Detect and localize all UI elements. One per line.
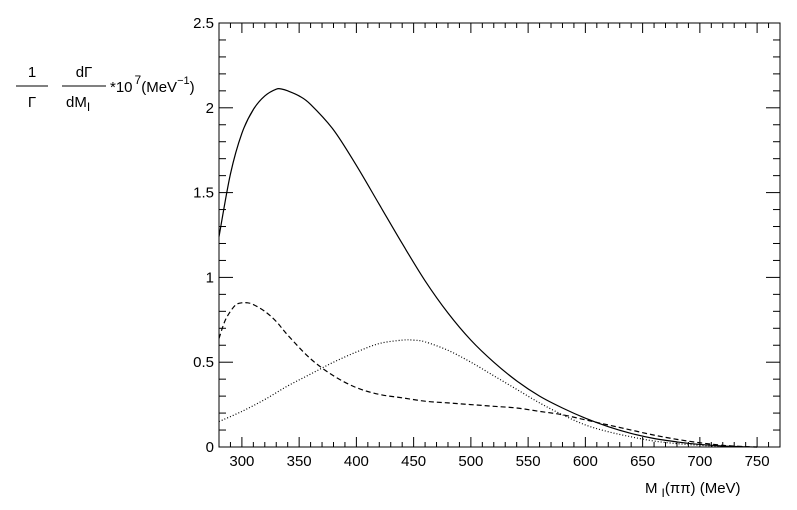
- y-label-frac1-den: Γ: [28, 94, 36, 111]
- y-tick-label: 2: [206, 100, 214, 117]
- y-tick-label: 1: [206, 269, 214, 286]
- x-tick-label: 550: [516, 453, 541, 470]
- series-line-dashed: [218, 302, 758, 448]
- y-label-multiplier-base: *10: [110, 79, 133, 96]
- y-tick-label: 0: [206, 439, 214, 456]
- x-tick-label: 350: [287, 453, 312, 470]
- plot-area: [218, 87, 758, 448]
- y-label-unit-post: ): [190, 79, 195, 96]
- x-label-main: M: [645, 480, 658, 497]
- y-label-frac2-den: dMI: [66, 94, 90, 114]
- series-line-dotted: [218, 339, 758, 448]
- x-tick-label: 700: [687, 453, 712, 470]
- y-label-frac1-num: 1: [28, 64, 36, 81]
- x-tick-label: 400: [344, 453, 369, 470]
- y-label-frac2-num: dΓ: [76, 64, 93, 81]
- y-label-frac2-den-sub: I: [87, 100, 90, 114]
- y-label-unit-pre: (MeV: [141, 79, 177, 96]
- axis-labels: 1 Γ dΓ dMI *10 7(MeV−1) M I(ππ) (MeV): [16, 64, 741, 500]
- axes: 300 350 400 450 500 550 600 650 700 750 0 0.5 1 1.5 2 2…: [193, 15, 781, 470]
- x-tick-label: 650: [630, 453, 655, 470]
- series-line-solid: [218, 87, 758, 448]
- plot-frame: [218, 22, 781, 448]
- y-label-frac2-den-main: dM: [66, 94, 87, 111]
- y-label-multiplier: *10 7(MeV−1): [110, 73, 195, 96]
- y-label-multiplier-exp: 7: [135, 73, 142, 87]
- y-tick-label: 2.5: [193, 15, 214, 32]
- y-label-unit-exp: −1: [177, 75, 190, 87]
- x-tick-label: 750: [745, 453, 770, 470]
- y-tick-label: 0.5: [193, 354, 214, 371]
- x-label: M I(ππ) (MeV): [645, 480, 741, 500]
- x-tick-label: 450: [401, 453, 426, 470]
- x-label-suffix: (ππ) (MeV): [665, 480, 741, 497]
- x-tick-label: 500: [458, 453, 483, 470]
- y-tick-label: 1.5: [193, 185, 214, 202]
- x-tick-label: 600: [573, 453, 598, 470]
- x-label-sub: I: [662, 486, 665, 500]
- x-tick-label: 300: [229, 453, 254, 470]
